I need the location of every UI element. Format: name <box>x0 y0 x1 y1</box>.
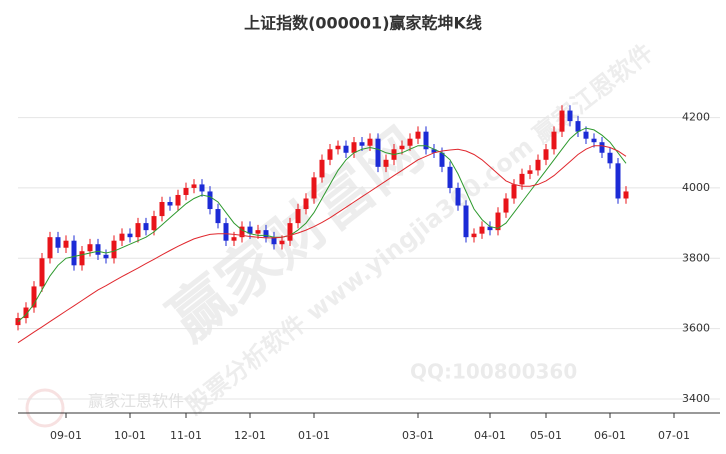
watermark: QQ:100800360 <box>410 360 577 384</box>
candle-body <box>55 237 61 248</box>
candle-body <box>415 131 421 139</box>
candle-body <box>559 110 565 132</box>
candle-body <box>39 258 45 287</box>
candle-body <box>263 230 269 238</box>
candle-body <box>135 223 141 238</box>
candle-body <box>543 149 549 160</box>
candle-body <box>31 286 37 308</box>
x-tick-label: 03-01 <box>402 429 434 442</box>
candle-body <box>623 191 629 199</box>
candle-body <box>503 198 509 213</box>
candle-body <box>535 159 541 171</box>
candle-body <box>143 223 149 231</box>
candle-body <box>287 223 293 241</box>
x-tick-label: 01-01 <box>298 429 330 442</box>
candle-body <box>159 202 165 217</box>
candle-body <box>423 131 429 150</box>
candle-body <box>231 237 237 241</box>
y-tick-label: 3600 <box>682 322 710 335</box>
watermark: 赢家江恩软件 <box>88 392 184 411</box>
candle-body <box>279 240 285 245</box>
candle-body <box>527 170 533 174</box>
candle-body <box>327 149 333 160</box>
candle-body <box>383 159 389 167</box>
candle-body <box>583 131 589 139</box>
candle-body <box>567 110 573 122</box>
x-tick-label: 05-01 <box>530 429 562 442</box>
candle-body <box>47 237 53 259</box>
candle-body <box>63 240 69 248</box>
x-tick-label: 12-01 <box>234 429 266 442</box>
candle-body <box>295 209 301 224</box>
candle-body <box>79 251 85 266</box>
candle-body <box>487 226 493 231</box>
candle-body <box>471 233 477 238</box>
candle-body <box>599 142 605 153</box>
candle-body <box>71 240 77 266</box>
candle-body <box>167 202 173 206</box>
candle-body <box>551 131 557 150</box>
candle-body <box>103 254 109 259</box>
logo <box>25 388 65 428</box>
candle-body <box>215 209 221 224</box>
candle-body <box>207 191 213 210</box>
candle-body <box>23 307 29 319</box>
candle-body <box>119 233 125 241</box>
candle-body <box>191 184 197 188</box>
moving-average-line <box>17 145 627 344</box>
candle-body <box>87 244 93 252</box>
y-tick-label: 4000 <box>682 181 710 194</box>
candle-body <box>271 237 277 245</box>
candle-body <box>519 173 525 185</box>
candle-body <box>455 187 461 206</box>
candle-body <box>199 184 205 192</box>
candle-body <box>151 216 157 231</box>
candle-body <box>127 233 133 238</box>
candle-body <box>447 166 453 188</box>
x-tick-label: 04-01 <box>474 429 506 442</box>
x-tick-label: 09-01 <box>50 429 82 442</box>
candle-body <box>615 163 621 199</box>
candle-body <box>575 121 581 132</box>
candle-body <box>439 152 445 167</box>
candle-body <box>431 149 437 153</box>
candle-body <box>175 194 181 206</box>
candle-body <box>607 152 613 164</box>
candle-body <box>407 138 413 146</box>
x-tick-label: 07-01 <box>658 429 690 442</box>
candle-body <box>319 159 325 178</box>
candle-body <box>223 223 229 241</box>
candle-body <box>511 184 517 199</box>
x-tick-label: 10-01 <box>114 429 146 442</box>
candle-body <box>183 187 189 195</box>
candle-body <box>495 212 501 231</box>
candle-body <box>95 244 101 255</box>
candle-body <box>343 145 349 153</box>
candle-body <box>335 145 341 150</box>
candle-body <box>111 240 117 259</box>
x-tick-label: 06-01 <box>594 429 626 442</box>
chart-title: 上证指数(000001)赢家乾坤K线 <box>244 14 482 33</box>
moving-average-line <box>17 127 627 322</box>
candle-body <box>399 145 405 150</box>
candle-body <box>239 226 245 238</box>
y-tick-label: 4200 <box>682 111 710 124</box>
candle-body <box>463 205 469 238</box>
candle-body <box>375 138 381 167</box>
candle-body <box>351 142 357 153</box>
candle-body <box>591 138 597 143</box>
candle-body <box>255 230 261 234</box>
x-tick-label: 11-01 <box>170 429 202 442</box>
candle-body <box>479 226 485 234</box>
candle-body <box>247 226 253 234</box>
candle-body <box>359 142 365 146</box>
y-tick-label: 3400 <box>682 392 710 405</box>
candle-body <box>367 138 373 146</box>
y-tick-label: 3800 <box>682 251 710 264</box>
candle-body <box>311 177 317 199</box>
candle-body <box>303 198 309 210</box>
